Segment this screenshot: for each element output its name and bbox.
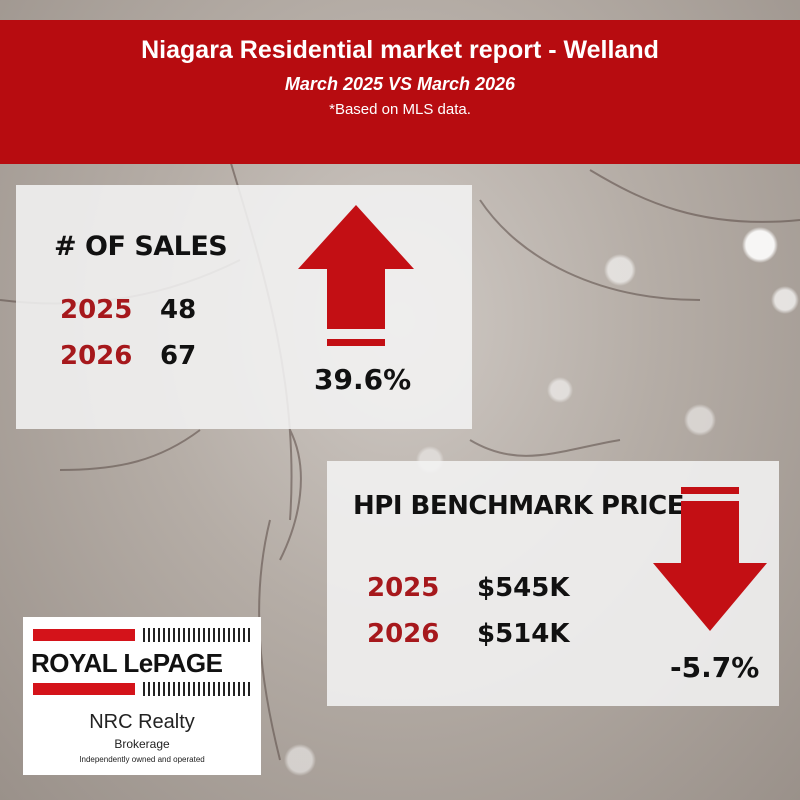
sales-year-2026: 2026 xyxy=(60,341,133,371)
down-arrow-icon xyxy=(653,487,767,631)
logo-tick-pattern-top xyxy=(143,628,253,642)
report-period: March 2025 VS March 2026 xyxy=(284,74,516,94)
sales-year-2025: 2025 xyxy=(60,295,133,325)
up-arrow-icon xyxy=(298,205,414,346)
hpi-change-percent: -5.7% xyxy=(670,651,760,684)
logo-brand-name: ROYAL LePAGE xyxy=(31,648,223,678)
hpi-value-2026: $514K xyxy=(477,619,570,649)
sales-value-2025: 48 xyxy=(160,295,197,325)
sales-value-2026: 67 xyxy=(160,341,197,371)
logo-office-type: Brokerage xyxy=(114,737,170,751)
hpi-card-title: HPI BENCHMARK PRICE xyxy=(353,491,685,521)
logo-red-bar-bottom xyxy=(33,683,135,695)
report-header: Niagara Residential market report - Well… xyxy=(0,20,800,164)
logo-tick-pattern-bottom xyxy=(143,682,253,696)
hpi-year-2025: 2025 xyxy=(367,573,440,603)
logo-office-name: NRC Realty xyxy=(89,711,195,733)
logo-red-bar-top xyxy=(33,629,135,641)
logo-tagline: Independently owned and operated xyxy=(79,755,205,764)
hpi-card: HPI BENCHMARK PRICE 2025 $545K 2026 $514… xyxy=(327,461,779,706)
report-title: Niagara Residential market report - Well… xyxy=(141,36,659,64)
royal-lepage-logo: ROYAL LePAGE NRC Realty Brokerage Indepe… xyxy=(23,617,261,775)
data-source-note: *Based on MLS data. xyxy=(329,101,471,118)
sales-card-title: # OF SALES xyxy=(54,231,228,262)
sales-card: # OF SALES 2025 48 2026 67 39.6% xyxy=(16,185,472,429)
sales-change-percent: 39.6% xyxy=(314,363,412,396)
hpi-value-2025: $545K xyxy=(477,573,570,603)
hpi-year-2026: 2026 xyxy=(367,619,440,649)
